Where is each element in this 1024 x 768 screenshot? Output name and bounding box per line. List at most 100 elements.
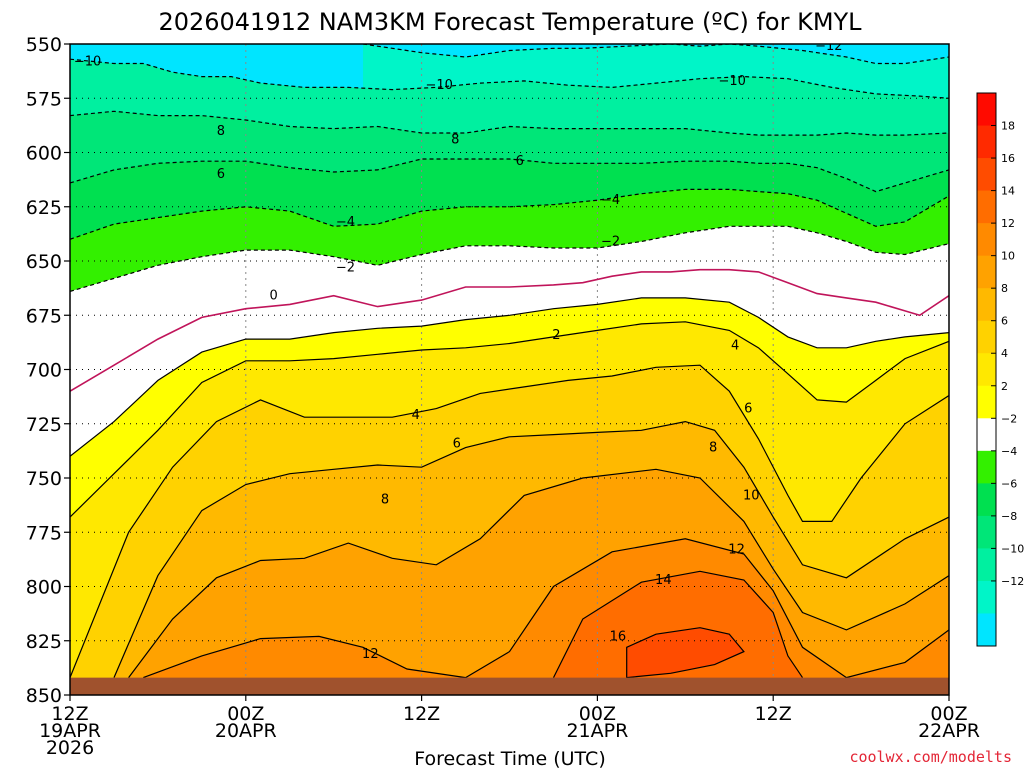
- y-tick-label: 625: [26, 197, 62, 219]
- contour-label: −12: [815, 39, 842, 54]
- contour-labels: −10 −10 −10 −12 8 8 6 6 −4 −4 −2 −2 0 2 4 4 6 6 8 8 10 12 14 16…: [74, 39, 843, 662]
- y-tick-label: 600: [26, 143, 62, 165]
- colorbar-label: −6: [1001, 477, 1017, 490]
- contour-8: [113, 420, 949, 678]
- x-tick-label: 21APR: [566, 720, 628, 742]
- colorbar-swatch: [977, 158, 996, 192]
- x-tick-label: 19APR: [39, 720, 101, 742]
- contour-m10: [70, 58, 949, 99]
- x-tick-label: 20APR: [215, 720, 277, 742]
- contour-label: 6: [516, 154, 524, 169]
- y-tick-label: 800: [26, 577, 62, 599]
- colorbar-swatch: [977, 353, 996, 387]
- y-tick-label: 775: [26, 522, 62, 544]
- y-axis: 550 575 600 625 650 675 700 725 750 775 800 825 850: [26, 34, 70, 707]
- contour-label: 6: [453, 436, 461, 451]
- contour-label: 10: [743, 488, 760, 503]
- contour-label: −10: [74, 54, 101, 69]
- contour-label: 2: [552, 328, 560, 343]
- contour-label: 6: [217, 167, 225, 182]
- contour-label: −10: [718, 74, 745, 89]
- colorbar-label: −10: [1001, 542, 1024, 555]
- x-tick-label: 12Z: [51, 703, 88, 725]
- colorbar: 18 16 14 12 10 8 6 4 2 −2 −4 −6 −8 −10 −12: [976, 92, 1024, 647]
- y-tick-label: 750: [26, 468, 62, 490]
- chart-title: 2026041912 NAM3KM Forecast Temperature (…: [158, 8, 862, 36]
- colorbar-label: 12: [1001, 217, 1015, 230]
- contour-label: −4: [336, 215, 355, 230]
- contour-label: 4: [731, 339, 739, 354]
- credit-link[interactable]: coolwx.com/modelts: [849, 748, 1012, 766]
- contour-label: 8: [381, 493, 389, 508]
- x-tick-label: 00Z: [579, 703, 616, 725]
- contour-label: 8: [217, 124, 225, 139]
- y-tick-label: 725: [26, 414, 62, 436]
- contour-label: 14: [655, 573, 672, 588]
- contour-m4: [70, 188, 949, 240]
- colorbar-swatch: [977, 548, 996, 582]
- y-tick-label: 825: [26, 631, 62, 653]
- y-tick-label: 575: [26, 88, 62, 110]
- colorbar-label: 6: [1001, 315, 1008, 328]
- contour-14: [552, 570, 803, 678]
- colorbar-label: 16: [1001, 152, 1015, 165]
- colorbar-swatch: [977, 190, 996, 224]
- colorbar-swatch: [977, 450, 996, 484]
- colorbar-label: −8: [1001, 510, 1017, 523]
- colorbar-swatch: [977, 515, 996, 549]
- colorbar-label: 4: [1001, 347, 1008, 360]
- contour-label: −4: [601, 193, 620, 208]
- y-tick-label: 700: [26, 360, 62, 382]
- colorbar-swatch: [977, 613, 996, 647]
- contour-label: 8: [709, 441, 717, 456]
- contour-0: [70, 268, 949, 392]
- contour-m12: [362, 44, 949, 65]
- colorbar-swatch: [977, 418, 996, 452]
- contour-6: [70, 364, 949, 678]
- contour-16: [626, 627, 745, 679]
- contour-label: −2: [601, 234, 620, 249]
- contour-12: [143, 538, 949, 679]
- contour-4: [70, 321, 949, 518]
- x-tick-label: 12Z: [755, 703, 792, 725]
- colorbar-swatch: [977, 125, 996, 159]
- ground-surface: [70, 677, 949, 695]
- colorbar-swatch: [977, 255, 996, 289]
- y-tick-label: 650: [26, 251, 62, 273]
- contour-label: 12: [362, 647, 379, 662]
- x-axis-label: Forecast Time (UTC): [414, 748, 605, 768]
- contour-label: 8: [451, 132, 459, 147]
- contour-m2: [70, 225, 949, 292]
- colorbar-swatch: [977, 223, 996, 257]
- colorbar-swatch: [977, 288, 996, 322]
- contour-label: 16: [610, 629, 627, 644]
- contour-m6: [70, 158, 949, 193]
- contour-label: 6: [744, 402, 752, 417]
- temperature-fill-bands: [70, 44, 949, 695]
- contour-lines: [70, 44, 949, 679]
- x-tick-label: 00Z: [930, 703, 967, 725]
- contour-10: [128, 468, 949, 678]
- contour-label: −10: [425, 78, 452, 93]
- colorbar-swatch: [977, 385, 996, 419]
- contour-m8: [70, 110, 949, 136]
- colorbar-label: 8: [1001, 282, 1008, 295]
- contour-label: −2: [336, 261, 355, 276]
- y-tick-label: 675: [26, 305, 62, 327]
- colorbar-label: −12: [1001, 575, 1024, 588]
- contour-2: [70, 297, 949, 457]
- plot-area: −10 −10 −10 −12 8 8 6 6 −4 −4 −2 −2 0 2 4 4 6 6 8 8 10 12 14 16…: [70, 39, 949, 695]
- colorbar-label: 2: [1001, 380, 1008, 393]
- contour-label: 0: [269, 289, 277, 304]
- colorbar-swatch: [977, 93, 996, 127]
- x-tick-label: 2026: [46, 737, 94, 759]
- colorbar-label: −2: [1001, 412, 1017, 425]
- x-tick-label: 12Z: [403, 703, 440, 725]
- colorbar-label: 10: [1001, 250, 1015, 263]
- colorbar-swatch: [977, 483, 996, 517]
- contour-label: 12: [728, 543, 745, 558]
- colorbar-label: 14: [1001, 185, 1015, 198]
- colorbar-swatch: [977, 320, 996, 354]
- colorbar-frame: [976, 92, 997, 647]
